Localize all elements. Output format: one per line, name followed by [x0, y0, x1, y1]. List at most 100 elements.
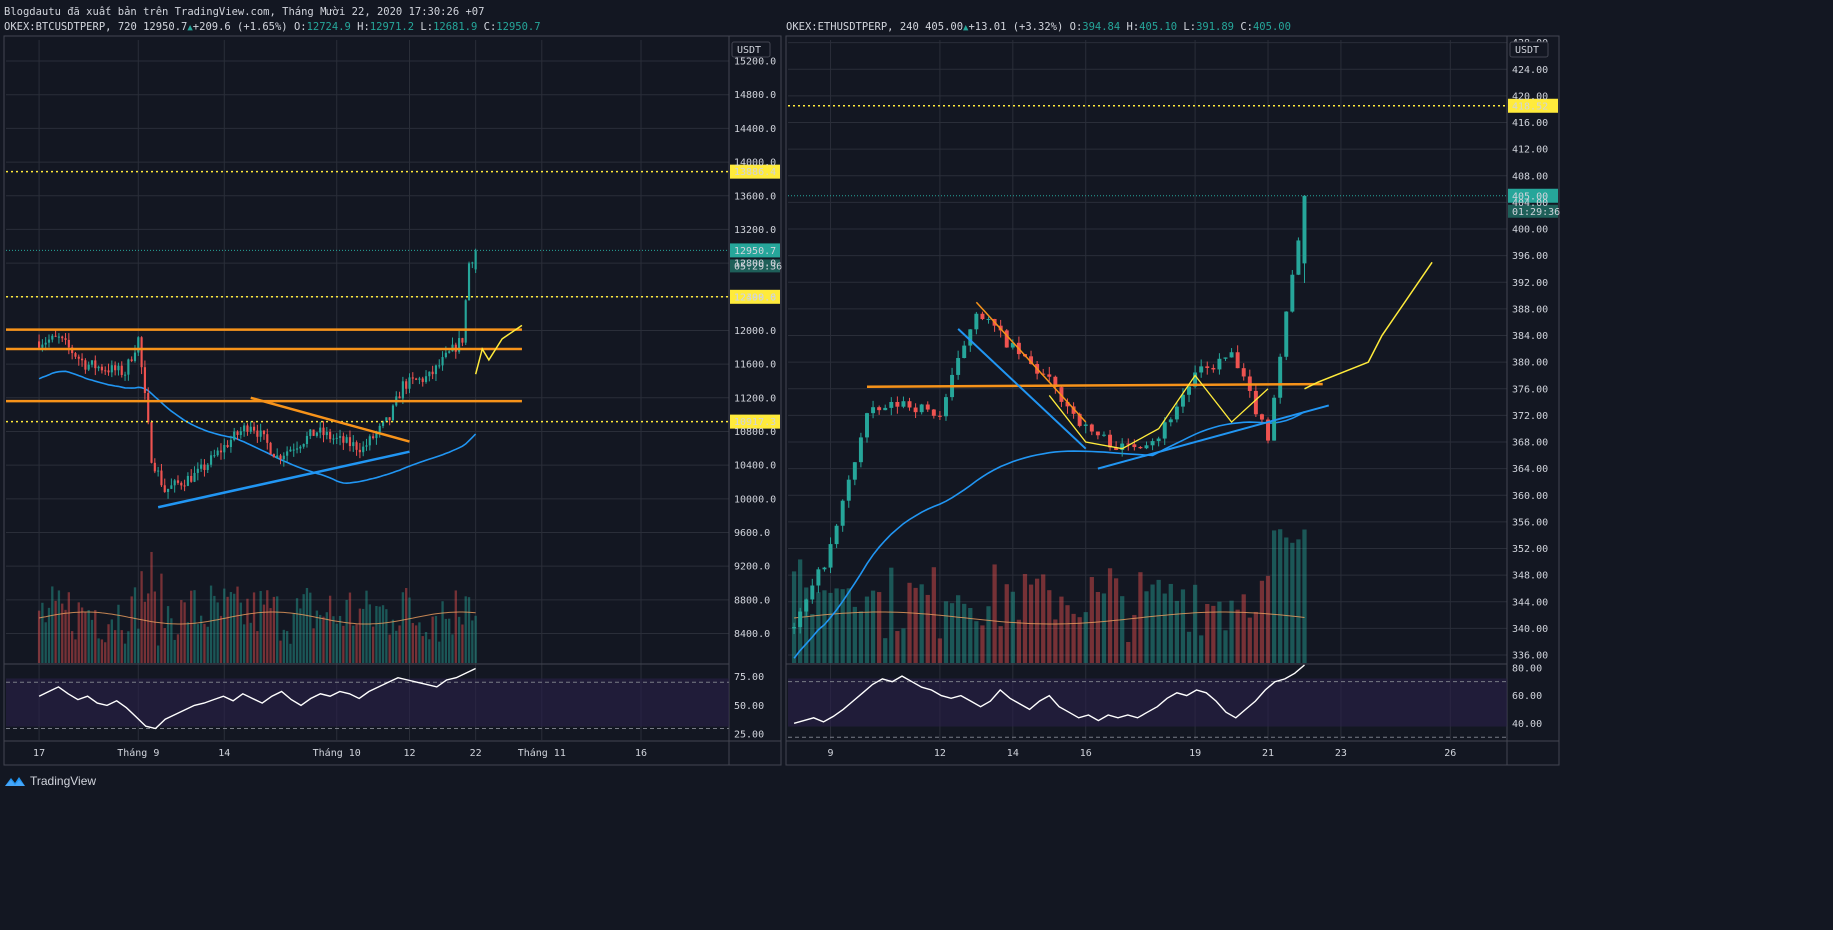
- volume-bar: [70, 631, 74, 663]
- candle-body: [937, 415, 942, 417]
- y-tick-label: 388.00: [1512, 304, 1548, 315]
- last-price-tag: [730, 243, 780, 258]
- volume-bar: [61, 603, 64, 663]
- footer: TradingView: [4, 772, 96, 790]
- volume-bar: [421, 636, 424, 663]
- candle-body: [246, 425, 249, 432]
- candle-body: [1180, 394, 1185, 407]
- volume-bar: [810, 614, 815, 663]
- volume-bar: [196, 624, 199, 663]
- volume-bar: [77, 602, 80, 663]
- tradingview-logo-icon: [5, 777, 25, 786]
- volume-bar: [163, 628, 166, 663]
- candle-body: [1266, 419, 1271, 441]
- eth-change: +13.01 (+3.32%): [968, 21, 1064, 33]
- candle-body: [266, 434, 269, 443]
- volume-bar: [51, 586, 54, 663]
- volume-bar: [1162, 593, 1167, 663]
- candle-body: [37, 341, 41, 348]
- candle-body: [816, 569, 821, 586]
- volume-bar: [166, 606, 170, 663]
- candle-body: [401, 381, 404, 399]
- price-level-tag: [730, 289, 780, 304]
- x-tick-label: 22: [470, 748, 482, 759]
- x-tick-label: 19: [1189, 748, 1201, 759]
- volume-bar: [1144, 591, 1149, 663]
- volume-bar: [1132, 614, 1137, 663]
- candle-body: [1126, 443, 1131, 445]
- candle-body: [94, 360, 97, 369]
- volume-bar: [816, 592, 821, 663]
- y-tick-label: 372.00: [1512, 411, 1548, 422]
- volume-bar: [428, 639, 431, 663]
- candle-body: [315, 432, 318, 436]
- candle-body: [858, 437, 863, 463]
- candle-body: [925, 404, 930, 410]
- candle-body: [200, 464, 203, 469]
- volume-bar: [1041, 574, 1046, 663]
- y-tick-label: 380.00: [1512, 358, 1548, 369]
- candle-body: [193, 472, 196, 482]
- volume-bar: [1186, 631, 1192, 663]
- volume-bar: [980, 625, 985, 663]
- candle-body: [1065, 401, 1070, 407]
- candle-body: [312, 429, 315, 436]
- volume-bar: [986, 606, 991, 663]
- volume-bar: [901, 628, 906, 663]
- candle-body: [398, 396, 401, 399]
- volume-bar: [1071, 613, 1076, 663]
- volume-bar: [846, 588, 851, 663]
- candle-body: [944, 397, 948, 417]
- candle-body: [137, 337, 140, 353]
- candle-body: [1162, 422, 1167, 439]
- last-price-label: 12950.7: [734, 246, 776, 257]
- y-tick-label: 404.00: [1512, 198, 1548, 209]
- candle-body: [907, 401, 912, 408]
- price-level-label: 418.52: [1512, 101, 1548, 112]
- volume-bar: [87, 609, 90, 663]
- volume-bar: [123, 643, 127, 663]
- volume-bar: [358, 608, 362, 663]
- volume-bar: [355, 624, 358, 663]
- candle-body: [229, 439, 232, 448]
- candle-body: [1168, 419, 1173, 423]
- btc-interval: 720: [117, 21, 137, 33]
- candle-body: [828, 544, 833, 568]
- volume-bar: [974, 621, 979, 663]
- volume-bar: [130, 596, 133, 663]
- volume-bar: [41, 602, 44, 663]
- candle-body: [120, 365, 123, 375]
- volume-bar: [1180, 589, 1186, 663]
- countdown-label: 05:29:36: [734, 261, 782, 272]
- candle-body: [461, 338, 464, 343]
- volume-bar: [1022, 573, 1028, 663]
- candle-body: [209, 455, 213, 465]
- candle-body: [226, 444, 229, 448]
- candle-body: [871, 407, 876, 414]
- candle-body: [1138, 447, 1143, 449]
- volume-bar: [401, 592, 405, 663]
- volume-bar: [84, 612, 87, 663]
- volume-bar: [919, 584, 924, 663]
- volume-bar: [471, 620, 474, 663]
- volume-bar: [411, 622, 414, 663]
- volume-bar: [1229, 600, 1234, 663]
- charts-canvas[interactable]: 13886.4 12399.6 10917.3 12950.7 05:29:36 1520…: [0, 0, 1568, 796]
- candle-body: [1187, 386, 1192, 395]
- volume-bar: [1095, 591, 1101, 663]
- x-tick-label: 14: [218, 748, 230, 759]
- candle-body: [289, 449, 292, 452]
- candle-body: [295, 448, 299, 450]
- volume-bar: [362, 608, 365, 663]
- candle-body: [1101, 434, 1106, 436]
- candle-body: [153, 462, 156, 472]
- volume-bar: [889, 567, 894, 663]
- footer-brand[interactable]: TradingView: [30, 774, 97, 788]
- y-tick-label: 11200.0: [734, 393, 776, 404]
- candle-body: [365, 445, 368, 447]
- support-line: [866, 382, 1323, 389]
- btc-last: 12950.7: [143, 21, 188, 33]
- candle-body: [1132, 444, 1137, 448]
- candle-body: [421, 378, 424, 382]
- eth-symbol-header: OKEX:ETHUSDTPERP, 240 405.00▲+13.01 (+3.…: [786, 21, 1291, 33]
